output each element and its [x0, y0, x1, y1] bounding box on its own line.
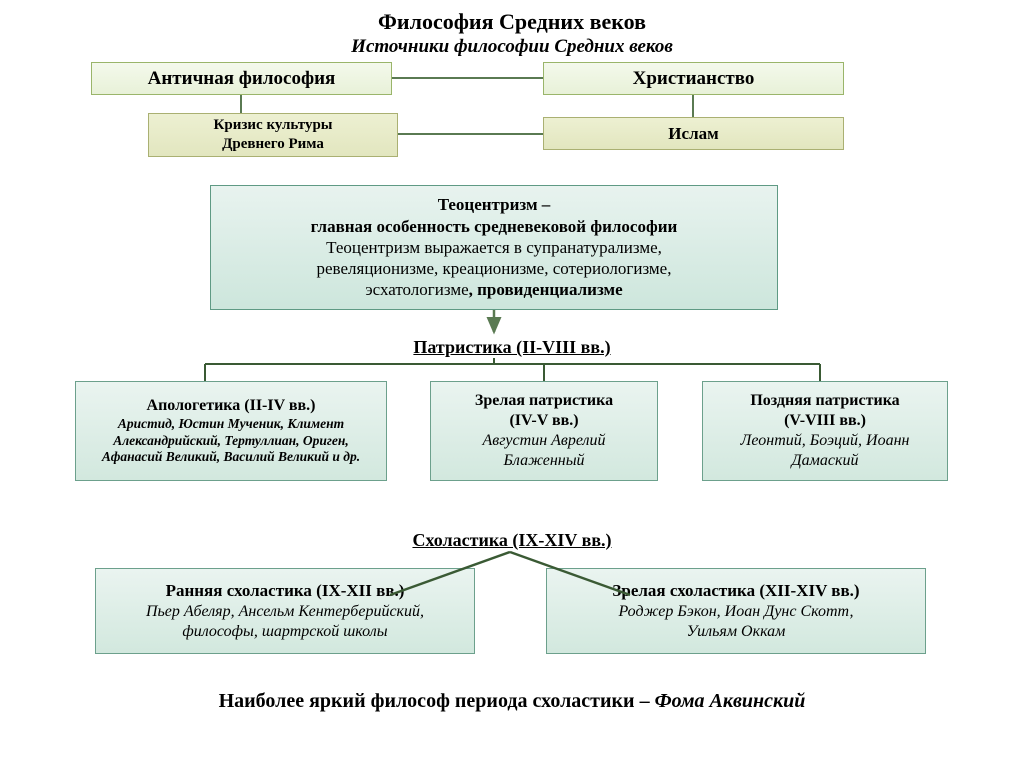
- text: Христианство: [633, 67, 755, 91]
- p2-b1: Августин Аврелий: [482, 431, 605, 451]
- box-late-patristic: Поздняя патристика (V-VIII вв.) Леонтий,…: [702, 381, 948, 481]
- p2-b2: Блаженный: [503, 451, 584, 471]
- p1-b3: Афанасий Великий, Василий Великий и др.: [102, 449, 360, 466]
- s1-title: Ранняя схоластика (IX-XII вв.): [166, 580, 405, 601]
- s2-b1: Роджер Бэкон, Иоан Дунс Скотт,: [618, 602, 853, 622]
- s1-b1: Пьер Абеляр, Ансельм Кентерберийский,: [146, 602, 424, 622]
- text: Античная философия: [148, 67, 336, 91]
- s2-b2: Уильям Оккам: [687, 622, 786, 642]
- page-title: Философия Средних веков: [0, 9, 1024, 35]
- theo-l1: Теоцентризм –: [438, 194, 551, 215]
- theo-l2: главная особенность средневековой филосо…: [311, 216, 678, 237]
- heading-patristica: Патристика (II-VIII вв.): [0, 337, 1024, 358]
- box-islam: Ислам: [543, 117, 844, 150]
- heading-scholastica: Схоластика (IX-XIV вв.): [0, 530, 1024, 551]
- p2-title2: (IV-V вв.): [509, 411, 578, 431]
- box-apologetic: Апологетика (II-IV вв.) Аристид, Юстин М…: [75, 381, 387, 481]
- footer-p1: Наиболее яркий философ периода схоластик…: [219, 690, 655, 712]
- text: Ислам: [668, 123, 718, 144]
- box-ancient-philosophy: Античная философия: [91, 62, 392, 95]
- box-mature-scholastic: Зрелая схоластика (XII-XIV вв.) Роджер Б…: [546, 568, 926, 654]
- p3-title2: (V-VIII вв.): [784, 411, 866, 431]
- box-theocentric: Теоцентризм – главная особенность средне…: [210, 185, 778, 310]
- p1-title: Апологетика (II-IV вв.): [147, 396, 316, 416]
- p3-title: Поздняя патристика: [750, 391, 899, 411]
- text-l1: Кризис культуры: [214, 116, 333, 135]
- theo-l3: Теоцентризм выражается в супранатурализм…: [326, 237, 662, 258]
- p3-b2: Дамаский: [792, 451, 859, 471]
- p1-b2: Александрийский, Тертуллиан, Ориген,: [113, 433, 349, 450]
- s1-b2: философы, шартрской школы: [182, 622, 387, 642]
- footer-note: Наиболее яркий философ периода схоластик…: [0, 690, 1024, 713]
- p3-b1: Леонтий, Боэций, Иоанн: [741, 431, 910, 451]
- theo-l4: ревеляционизме, креационизме, сотериолог…: [317, 258, 672, 279]
- box-rome-crisis: Кризис культуры Древнего Рима: [148, 113, 398, 157]
- page-subtitle: Источники философии Средних веков: [0, 36, 1024, 58]
- box-christianity: Христианство: [543, 62, 844, 95]
- box-mature-patristic: Зрелая патристика (IV-V вв.) Августин Ав…: [430, 381, 658, 481]
- p2-title: Зрелая патристика: [475, 391, 613, 411]
- footer-p2: Фома Аквинский: [655, 690, 806, 712]
- s2-title: Зрелая схоластика (XII-XIV вв.): [612, 580, 859, 601]
- p1-b1: Аристид, Юстин Мученик, Климент: [118, 416, 344, 433]
- box-early-scholastic: Ранняя схоластика (IX-XII вв.) Пьер Абел…: [95, 568, 475, 654]
- text-l2: Древнего Рима: [222, 135, 324, 154]
- theo-l5: эсхатологизме, провиденциализме: [365, 279, 622, 300]
